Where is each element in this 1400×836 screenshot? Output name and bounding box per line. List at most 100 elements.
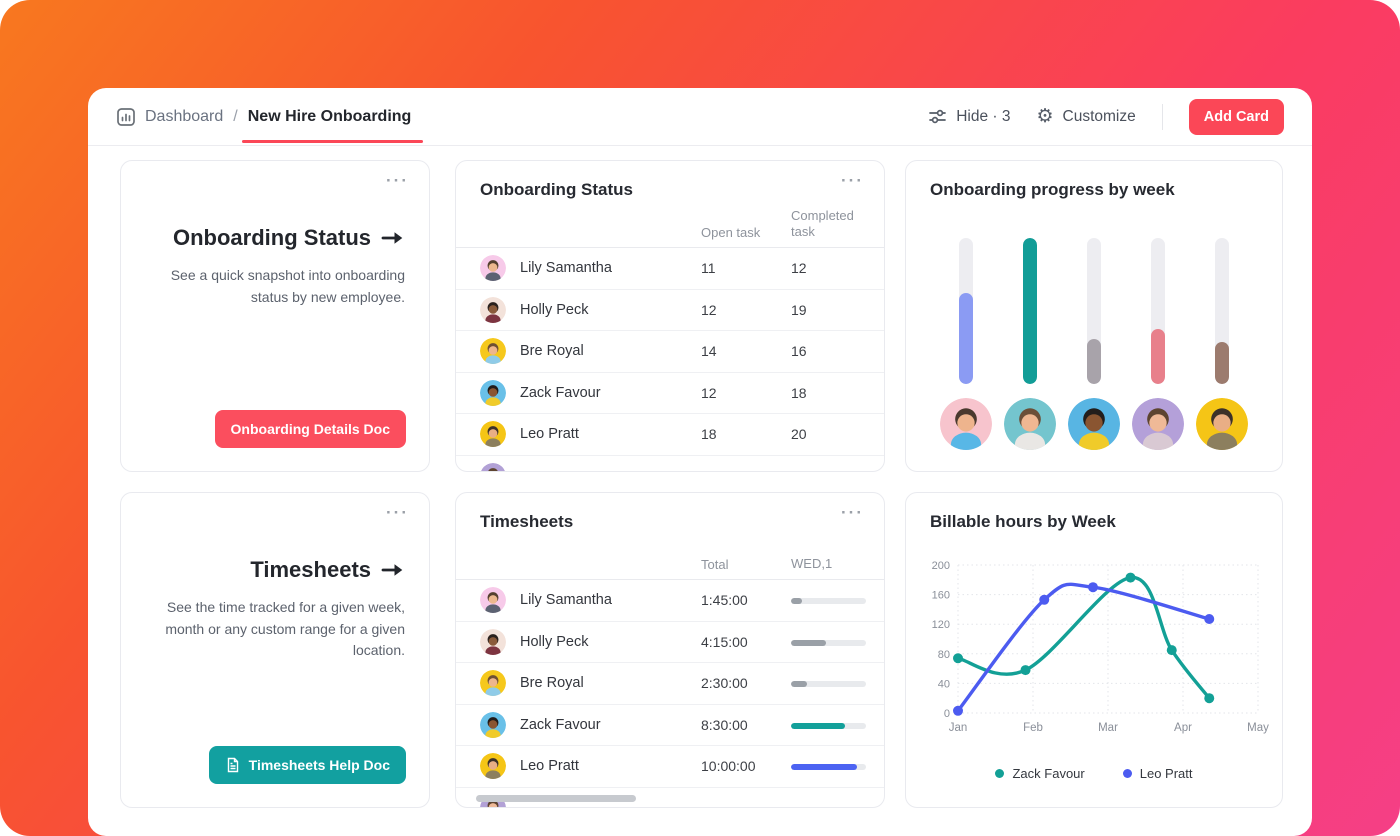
progress-bars (906, 238, 1282, 455)
employee-name: Leo Pratt (520, 426, 579, 442)
avatar (480, 379, 506, 406)
employee-name: Bre Royal (520, 675, 584, 691)
progress-bar (1215, 238, 1229, 384)
svg-text:May: May (1247, 722, 1269, 734)
svg-text:0: 0 (944, 708, 950, 720)
hide-button[interactable]: Hide · 3 (928, 107, 1010, 126)
column-header-open-task: Open task (701, 225, 761, 240)
avatar (1196, 398, 1248, 450)
chart-canvas: 0 40 80 120 160 200 Jan Feb Mar Apr May (932, 560, 1269, 734)
chart-legend: Zack Favour Leo Pratt (906, 766, 1282, 781)
avatar (480, 670, 506, 696)
progress-bar-column (1132, 238, 1184, 455)
card-menu-button[interactable]: ··· (841, 503, 864, 522)
dashboard-body: ··· Onboarding Status See a quick snapsh… (88, 145, 1312, 836)
table-row[interactable]: Leo Pratt 10:00:00 (456, 746, 884, 788)
table-row[interactable]: Zack Favour 12 18 (456, 373, 884, 414)
employee-name: Lily Samantha (520, 592, 612, 608)
employee-name: Bre Royal (520, 343, 584, 359)
avatar (480, 587, 506, 613)
legend-label: Zack Favour (1012, 766, 1085, 781)
gear-icon: ⚙ (1036, 106, 1054, 127)
add-card-button[interactable]: Add Card (1188, 98, 1284, 135)
time-bar (791, 722, 866, 729)
svg-text:120: 120 (932, 619, 950, 631)
svg-text:Feb: Feb (1023, 722, 1043, 734)
line-chart: 0 40 80 120 160 200 Jan Feb Mar Apr May (918, 553, 1274, 746)
svg-text:Jan: Jan (949, 722, 968, 734)
progress-bar (1151, 238, 1165, 384)
svg-text:160: 160 (932, 590, 950, 602)
progress-bar (1087, 238, 1101, 384)
svg-text:80: 80 (938, 649, 950, 661)
employee-name: Zack Favour (520, 384, 601, 401)
progress-bar-column (940, 238, 992, 455)
total-time-value: 1:45:00 (701, 592, 748, 608)
horizontal-scrollbar-thumb[interactable] (476, 795, 636, 802)
progress-bar (959, 238, 973, 384)
employee-name: Holly Peck (520, 301, 589, 318)
card-title: Timesheets (480, 512, 574, 531)
table-rows: Lily Samantha 1:45:00 Holly Peck 4:15:00 Bre… (456, 580, 884, 807)
completed-task-value: 12 (791, 260, 807, 276)
total-time-value: 2:30:00 (701, 675, 748, 691)
dashboard-window: Dashboard / New Hire Onboarding Hide · 3 (88, 88, 1312, 836)
avatar (940, 398, 992, 450)
legend-item[interactable]: Leo Pratt (1122, 766, 1193, 781)
arrow-right-icon (381, 232, 403, 244)
total-time-value: 4:15:00 (701, 633, 748, 650)
promo-description: See a quick snapshot into onboarding sta… (170, 267, 405, 305)
time-bar (791, 681, 866, 687)
total-time-value: 8:30:00 (701, 716, 748, 733)
breadcrumb-current[interactable]: New Hire Onboarding (241, 107, 423, 143)
completed-task-value: 16 (791, 343, 807, 359)
progress-bar-column (1196, 238, 1248, 455)
timesheets-table-card: Timesheets ··· Total WED,1 Lily Samantha… (455, 492, 885, 808)
table-header: Open task Completed task (456, 200, 884, 248)
table-row[interactable]: Bre Royal 14 16 (456, 331, 884, 373)
table-rows: Lily Samantha 11 12 Holly Peck 12 19 Bre Royal… (456, 248, 884, 471)
onboarding-progress-card: Onboarding progress by week (905, 160, 1283, 472)
avatar (480, 711, 506, 738)
table-row[interactable]: Lily Samantha 11 12 (456, 248, 884, 290)
completed-task-value: 20 (791, 426, 807, 442)
arrow-right-icon (381, 564, 403, 576)
avatar (480, 338, 506, 364)
card-menu-button[interactable]: ··· (386, 503, 409, 522)
column-header-wed1: WED,1 (791, 555, 833, 571)
avatar (1004, 398, 1056, 450)
dashboard-icon (117, 107, 135, 126)
table-row[interactable]: Holly Peck 4:15:00 (456, 622, 884, 663)
avatar (480, 462, 506, 471)
breadcrumb-dashboard[interactable]: Dashboard (116, 107, 223, 127)
table-row[interactable]: Zack Favour 8:30:00 (456, 705, 884, 746)
promo-title: Onboarding Status (173, 225, 371, 250)
svg-text:Mar: Mar (1098, 722, 1118, 734)
legend-dot (1122, 769, 1132, 778)
table-row[interactable]: Lily Samantha 1:45:00 (456, 580, 884, 622)
legend-item[interactable]: Zack Favour (995, 766, 1085, 781)
onboarding-status-table-card: Onboarding Status ··· Open task Complete… (455, 160, 885, 472)
button-label: Onboarding Details Doc (230, 421, 390, 437)
timesheets-help-doc-button[interactable]: Timesheets Help Doc (208, 746, 406, 784)
card-title: Onboarding Status (480, 180, 633, 199)
avatar (480, 296, 506, 323)
employee-name: Lily Samantha (520, 260, 612, 276)
table-row[interactable]: Holly Peck 12 19 (456, 290, 884, 331)
column-header-completed-task: Completed task (791, 207, 854, 239)
avatar (480, 628, 506, 655)
document-icon (227, 757, 238, 773)
table-row[interactable]: Leo Pratt 18 20 (456, 414, 884, 456)
progress-bar (1023, 238, 1037, 384)
time-bar (791, 598, 866, 604)
table-row[interactable]: Bre Royal 2:30:00 (456, 663, 884, 705)
card-menu-button[interactable]: ··· (841, 171, 864, 190)
customize-button[interactable]: ⚙ Customize (1036, 107, 1135, 126)
timesheets-promo-card: ··· Timesheets See the time tracked for … (120, 492, 430, 808)
onboarding-details-doc-button[interactable]: Onboarding Details Doc (214, 410, 406, 448)
open-task-value: 12 (701, 301, 717, 318)
card-menu-button[interactable]: ··· (386, 171, 409, 190)
header-actions: Hide · 3 ⚙ Customize Add Card (928, 98, 1284, 135)
hide-label: Hide · 3 (956, 107, 1011, 125)
